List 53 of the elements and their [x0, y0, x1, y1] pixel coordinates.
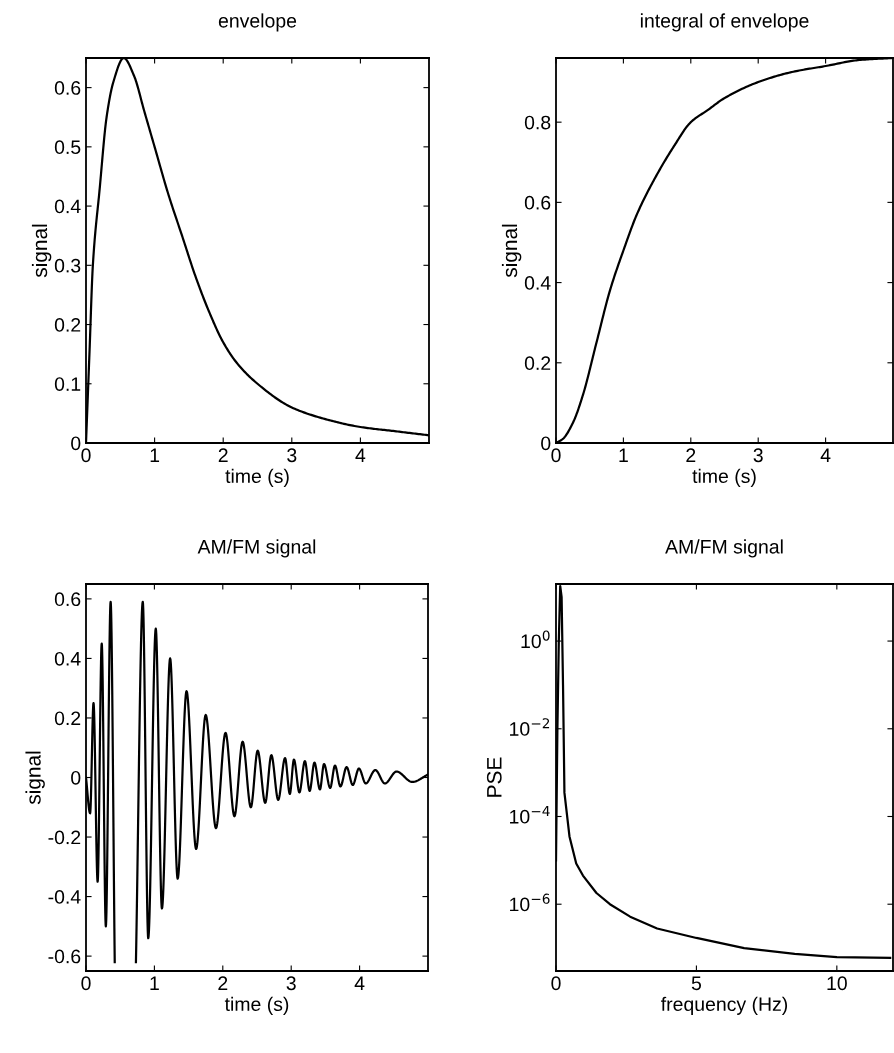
x-axis-title: time (s) — [692, 468, 756, 487]
x-tick-label: 4 — [354, 976, 365, 990]
x-tick-label: 2 — [218, 448, 228, 462]
y-tick-label: -0.2 — [48, 830, 81, 845]
y-tick-label: 10$^{0}$ — [521, 630, 550, 649]
y-tick-label: 0.1 — [54, 377, 81, 392]
y-tick-label: 0 — [71, 436, 81, 451]
y-tick-label: 0.2 — [54, 318, 81, 332]
y-tick-label: -0.4 — [48, 890, 81, 904]
x-tick-label: 1 — [150, 448, 160, 462]
x-tick-label: 2 — [218, 976, 228, 990]
x-tick-label: 4 — [355, 448, 366, 462]
chart-title: AM/FM signal — [197, 539, 316, 558]
y-tick-label: 0 — [71, 770, 81, 785]
x-tick-label: 0 — [551, 976, 561, 991]
y-tick-label: 10$^{−2}$ — [510, 718, 550, 736]
y-tick-label: 10$^{−4}$ — [510, 806, 550, 824]
y-tick-label: 0.8 — [524, 115, 551, 130]
x-tick-label: 4 — [820, 448, 831, 462]
y-tick-label: 0.6 — [524, 195, 551, 210]
y-tick-label: 0.4 — [54, 199, 81, 214]
y-tick-label: 0.6 — [54, 81, 81, 95]
x-tick-label: 3 — [753, 448, 763, 463]
y-axis-title: PSE — [486, 757, 502, 797]
x-tick-label: 0 — [81, 448, 91, 463]
x-tick-label: 2 — [686, 448, 696, 462]
x-tick-label: 1 — [150, 976, 159, 990]
y-tick-label: 0.4 — [524, 276, 551, 290]
y-axis-title: signal — [501, 224, 522, 278]
y-tick-label: 0.2 — [524, 356, 551, 371]
y-tick-label: 0.6 — [54, 592, 81, 607]
chart-title: integral of envelope — [640, 13, 809, 32]
x-axis-title: time (s) — [224, 996, 289, 1015]
y-tick-label: 10$^{−6}$ — [510, 893, 550, 912]
y-tick-label: 0.4 — [54, 651, 81, 666]
chart-title: AM/FM signal — [665, 539, 783, 558]
y-tick-label: 0.2 — [54, 711, 81, 726]
x-tick-label: 10 — [827, 976, 847, 991]
x-tick-label: 5 — [691, 976, 702, 991]
x-tick-label: 0 — [551, 448, 561, 463]
y-axis-title: signal — [25, 751, 45, 805]
x-tick-label: 1 — [619, 448, 628, 462]
x-tick-label: 0 — [81, 976, 91, 991]
x-tick-label: 3 — [287, 448, 297, 463]
x-axis-title: time (s) — [225, 468, 289, 487]
x-axis-title: frequency (Hz) — [661, 996, 788, 1015]
y-tick-label: 0.3 — [54, 258, 81, 273]
y-tick-label: 0.5 — [54, 140, 81, 155]
chart-title: envelope — [218, 13, 297, 32]
y-tick-label: -0.6 — [48, 949, 81, 964]
y-tick-label: 0 — [541, 436, 551, 451]
y-axis-title: signal — [31, 224, 52, 278]
x-tick-label: 3 — [286, 976, 296, 991]
